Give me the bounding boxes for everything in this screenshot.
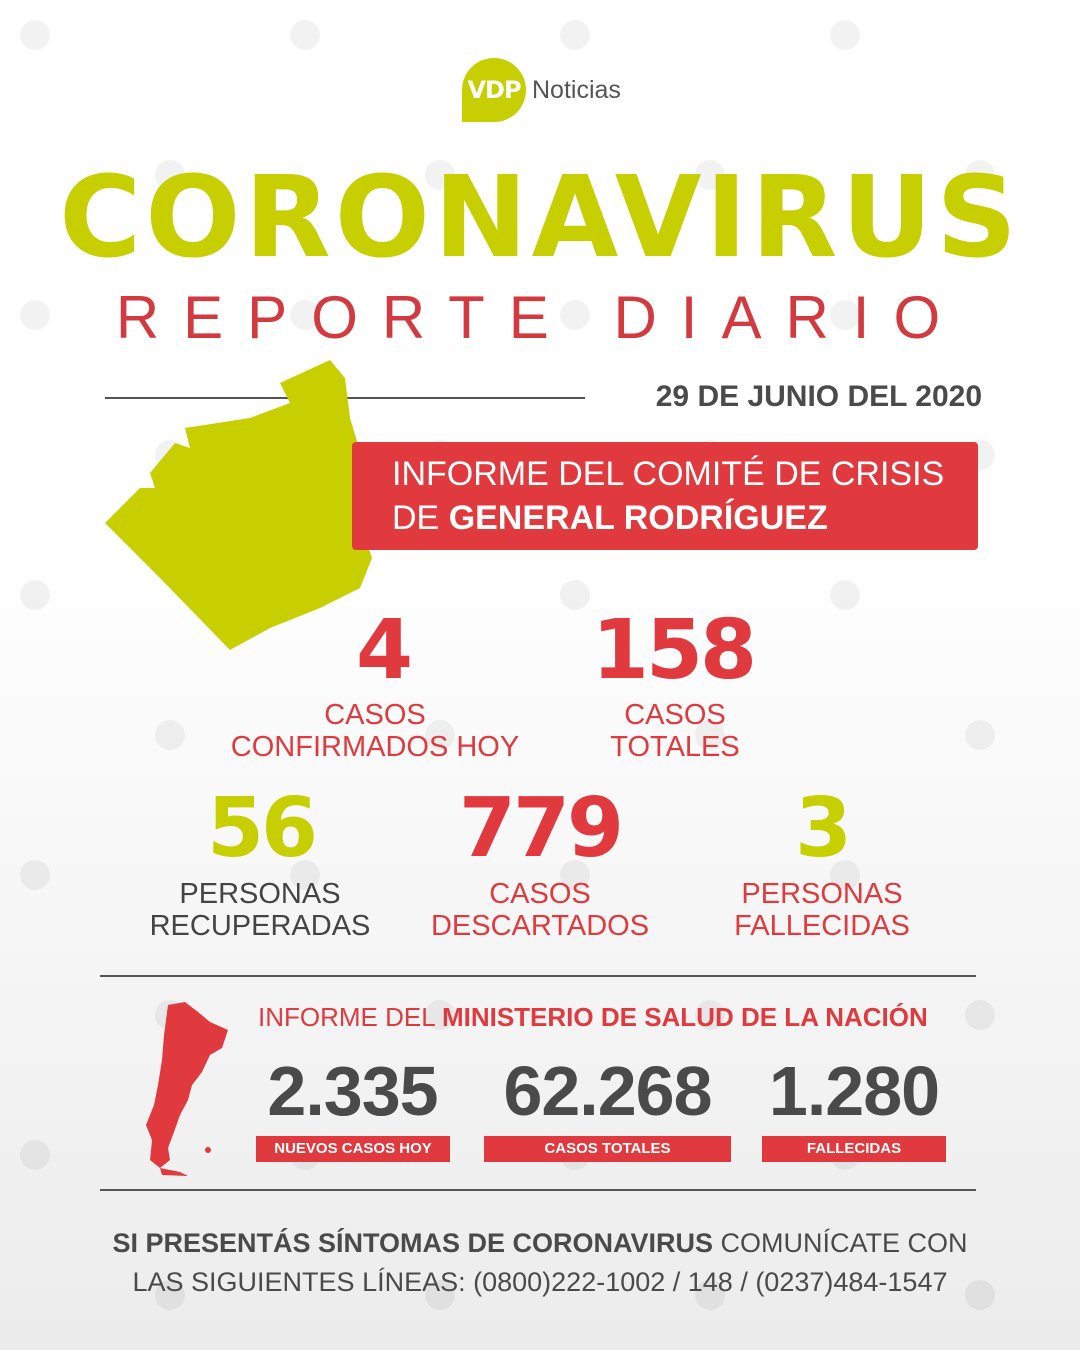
divider: [100, 1189, 976, 1191]
stat-confirmed-today-value: 4: [355, 603, 413, 698]
national-total-cases-value: 62.268: [503, 1052, 712, 1130]
watermark-mark: [425, 160, 455, 190]
watermark-mark: [425, 1280, 455, 1310]
stat-deceased-label: PERSONAS FALLECIDAS: [692, 878, 952, 942]
watermark-mark: [695, 160, 725, 190]
stat-discarded-value: 779: [458, 781, 624, 876]
label-line: CASOS: [489, 878, 591, 910]
stat-deceased-value: 3: [794, 781, 852, 876]
page-title: CORONAVIRUS: [59, 153, 1021, 283]
watermark-mark: [830, 300, 860, 330]
national-deceased-label: FALLECIDAS: [762, 1136, 946, 1162]
watermark-mark: [155, 160, 185, 190]
stat-total-cases-label: CASOS TOTALES: [575, 699, 775, 763]
watermark-mark: [560, 860, 590, 890]
watermark-mark: [965, 1280, 995, 1310]
watermark-mark: [830, 20, 860, 50]
watermark-mark: [20, 860, 50, 890]
local-report-banner: INFORME DEL COMITÉ DE CRISIS DE GENERAL …: [352, 442, 978, 550]
stat-recovered-label: PERSONAS RECUPERADAS: [130, 878, 390, 942]
watermark-mark: [560, 580, 590, 610]
watermark-mark: [20, 20, 50, 50]
watermark-mark: [695, 1000, 725, 1030]
watermark-mark: [425, 1000, 455, 1030]
watermark-mark: [155, 1280, 185, 1310]
report-date: 29 DE JUNIO DEL 2020: [655, 380, 982, 413]
label-line: CASOS: [624, 699, 726, 731]
label-line: PERSONAS: [741, 878, 903, 910]
stat-discarded-label: CASOS DESCARTADOS: [410, 878, 670, 942]
watermark-mark: [20, 580, 50, 610]
general-rodriguez-map-icon: [105, 360, 372, 650]
footer-phone-lines: LAS SIGUIENTES LÍNEAS: (0800)222-1002 / …: [132, 1267, 948, 1297]
national-new-cases-value: 2.335: [267, 1052, 438, 1130]
watermark-mark: [830, 860, 860, 890]
footer-line1: SI PRESENTÁS SÍNTOMAS DE CORONAVIRUS COM…: [0, 1228, 1080, 1259]
watermark-mark: [20, 300, 50, 330]
watermark-mark: [695, 720, 725, 750]
page-subtitle: REPORTE DIARIO: [115, 284, 965, 351]
national-new-cases-label: NUEVOS CASOS HOY: [256, 1136, 450, 1162]
heading-ministry: MINISTERIO DE SALUD DE LA NACIÓN: [441, 1002, 928, 1032]
stat-total-cases-value: 158: [591, 603, 757, 698]
watermark-mark: [290, 860, 320, 890]
national-deceased-value: 1.280: [768, 1052, 940, 1130]
banner-prefix: DE: [392, 499, 449, 537]
label-line: CONFIRMADOS HOY: [230, 731, 520, 763]
watermark-mark: [560, 20, 590, 50]
label-line: DESCARTADOS: [430, 910, 650, 942]
watermark-mark: [560, 300, 590, 330]
logo-mark: VDP: [462, 58, 526, 122]
vdp-logo: VDP Noticias: [462, 58, 621, 122]
national-heading: INFORME DEL MINISTERIO DE SALUD DE LA NA…: [258, 1004, 928, 1030]
stat-confirmed-today-label: CASOS CONFIRMADOS HOY: [175, 699, 575, 763]
argentina-map-icon: [146, 1002, 228, 1176]
label-line: RECUPERADAS: [149, 910, 371, 942]
banner-line1: INFORME DEL COMITÉ DE CRISIS: [392, 455, 945, 493]
logo-name: Noticias: [532, 75, 621, 104]
footer-rest: COMUNÍCATE CON: [713, 1228, 968, 1258]
watermark-mark: [965, 1000, 995, 1030]
watermark-mark: [290, 20, 320, 50]
watermark-mark: [695, 1280, 725, 1310]
watermark-mark: [20, 1140, 50, 1170]
footer-bold: SI PRESENTÁS SÍNTOMAS DE CORONAVIRUS: [112, 1228, 714, 1258]
watermark-mark: [425, 720, 455, 750]
watermark-mark: [965, 720, 995, 750]
heading-prefix: INFORME DEL: [258, 1002, 442, 1032]
watermark-mark: [290, 300, 320, 330]
divider: [100, 975, 976, 977]
label-line: PERSONAS: [179, 878, 341, 910]
label-line: TOTALES: [610, 731, 740, 763]
watermark-mark: [965, 160, 995, 190]
national-total-cases-label: CASOS TOTALES: [484, 1136, 731, 1162]
stat-recovered-value: 56: [206, 781, 318, 876]
label-line: FALLECIDAS: [734, 910, 910, 942]
watermark-mark: [155, 720, 185, 750]
label-line: CASOS: [324, 699, 426, 731]
watermark-mark: [830, 580, 860, 610]
banner-place: GENERAL RODRÍGUEZ: [448, 499, 828, 537]
